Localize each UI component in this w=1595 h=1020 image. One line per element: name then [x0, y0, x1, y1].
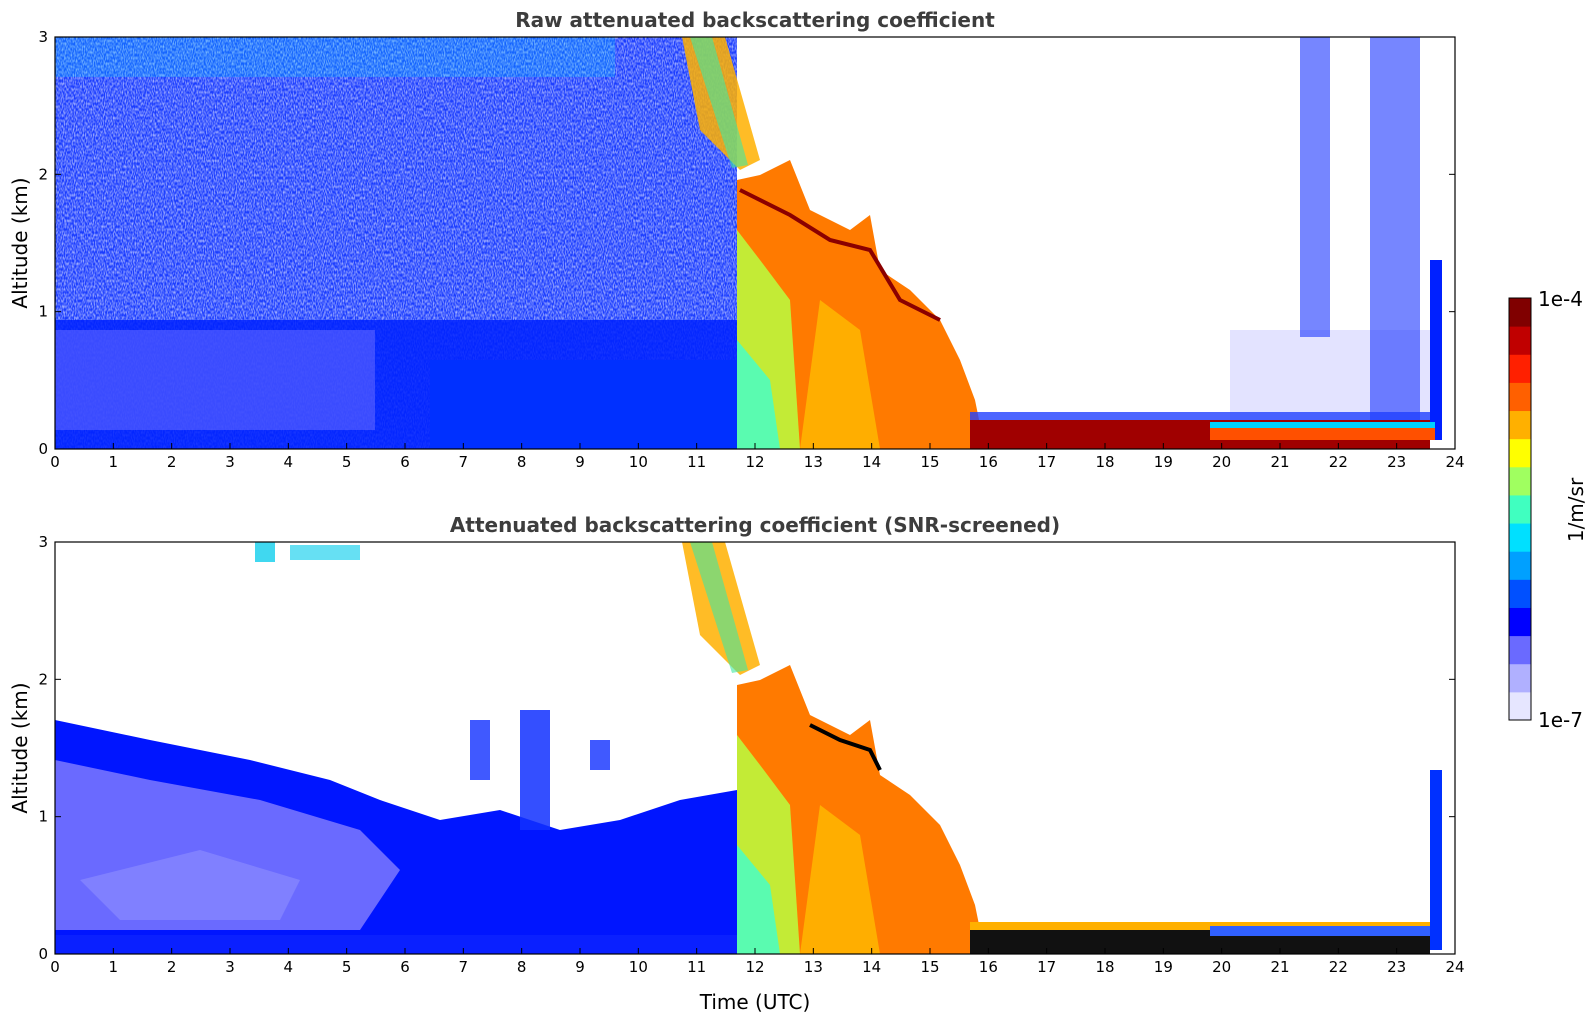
panel-2-y-label: Altitude (km) — [8, 682, 32, 813]
panel-2-x-tick-label: 23 — [1387, 958, 1406, 976]
panel-1-y-label: Altitude (km) — [8, 177, 32, 308]
panel-2-x-tick-label: 8 — [517, 958, 527, 976]
panel-1-y-tick-label: 0 — [38, 440, 48, 458]
colorbar-band — [1509, 382, 1531, 412]
panel-1-x-tick-label: 24 — [1445, 453, 1464, 471]
panel-1-y-tick-label: 2 — [38, 165, 48, 183]
colorbar-min-label: 1e-7 — [1538, 708, 1583, 732]
panel-2-x-tick-label: 6 — [400, 958, 410, 976]
panel-2-x-tick-label: 24 — [1445, 958, 1464, 976]
colorbar-band — [1509, 466, 1531, 496]
colorbar-band — [1509, 326, 1531, 355]
colorbar-band — [1509, 635, 1531, 665]
panel-2-x-tick-label: 4 — [284, 958, 294, 976]
panel-2-x-tick-label: 16 — [979, 958, 998, 976]
panel-1-x-tick-label: 17 — [1037, 453, 1056, 471]
colorbar-band — [1509, 691, 1531, 721]
panel-1-y-tick-label: 3 — [38, 28, 48, 46]
panel-1-x-tick-label: 14 — [862, 453, 881, 471]
panel-2-x-axis: 0 1 2 3 4 5 6 7 8 9 10 11 12 13 14 15 16 17 18 19 20 21 22 23 24 — [50, 948, 1465, 976]
panel-1-x-tick-label: 11 — [687, 453, 706, 471]
panel-1-x-tick-label: 15 — [920, 453, 939, 471]
colorbar-band — [1509, 663, 1531, 693]
panel-raw: Raw attenuated backscattering coefficien… — [8, 8, 1465, 471]
colorbar-band — [1509, 523, 1531, 552]
heatmap-raw — [55, 37, 1455, 449]
panel-1-x-tick-label: 8 — [517, 453, 527, 471]
colorbar-band — [1509, 607, 1531, 637]
panel-2-y-tick-label: 0 — [38, 945, 48, 963]
panel-2-x-tick-label: 9 — [575, 958, 585, 976]
panel-1-x-tick-label: 12 — [745, 453, 764, 471]
panel-2-x-tick-label: 21 — [1270, 958, 1289, 976]
panel-2-x-tick-label: 22 — [1329, 958, 1348, 976]
colorbar-band — [1509, 354, 1531, 383]
region-thick-cloud-screened — [737, 665, 985, 954]
colorbar-band — [1509, 579, 1531, 608]
colorbar: 1e-4 1e-7 1/m/sr — [1508, 287, 1588, 732]
panel-1-x-tick-label: 4 — [284, 453, 294, 471]
panel-1-y-tick-label: 1 — [38, 303, 48, 321]
panel-2-y-axis: 0 1 2 3 — [38, 533, 1455, 963]
panel-2-y-tick-label: 1 — [38, 808, 48, 826]
panel-2-x-tick-label: 0 — [50, 958, 60, 976]
panel-2-x-tick-label: 12 — [745, 958, 764, 976]
panel-1-x-tick-label: 6 — [400, 453, 410, 471]
panel-screened: Attenuated backscattering coefficient (S… — [8, 513, 1465, 1014]
colorbar-unit-label: 1/m/sr — [1564, 477, 1588, 542]
panel-2-x-tick-label: 17 — [1037, 958, 1056, 976]
panel-1-x-tick-label: 13 — [804, 453, 823, 471]
panel-1-x-tick-label: 7 — [459, 453, 469, 471]
panel-2-x-tick-label: 1 — [109, 958, 119, 976]
panel-1-x-tick-label: 5 — [342, 453, 352, 471]
panel-1-x-axis: 0 1 2 3 4 5 6 7 8 9 10 11 12 13 14 15 16 17 18 19 20 21 22 23 24 — [50, 443, 1465, 471]
panel-1-x-tick-label: 1 — [109, 453, 119, 471]
colorbar-band — [1509, 298, 1531, 327]
panel-1-x-tick-label: 22 — [1329, 453, 1348, 471]
panel-2-x-tick-label: 7 — [459, 958, 469, 976]
panel-2-x-tick-label: 19 — [1154, 958, 1173, 976]
panel-2-x-tick-label: 11 — [687, 958, 706, 976]
panel-2-x-tick-label: 13 — [804, 958, 823, 976]
panel-1-x-tick-label: 23 — [1387, 453, 1406, 471]
panel-2-x-tick-label: 5 — [342, 958, 352, 976]
panel-2-x-tick-label: 15 — [920, 958, 939, 976]
panel-2-y-tick-label: 3 — [38, 533, 48, 551]
panel-1-title: Raw attenuated backscattering coefficien… — [515, 8, 995, 32]
colorbar-band — [1509, 494, 1531, 524]
panel-1-x-tick-label: 20 — [1212, 453, 1231, 471]
colorbar-frame — [1508, 297, 1532, 721]
region-thick-cloud — [737, 160, 985, 449]
x-axis-label: Time (UTC) — [699, 990, 811, 1014]
panel-1-y-axis: 0 1 2 3 — [38, 28, 1455, 458]
panel-1-x-tick-label: 21 — [1270, 453, 1289, 471]
colorbar-band — [1509, 410, 1531, 440]
panel-2-y-tick-label: 2 — [38, 670, 48, 688]
panel-2-x-tick-label: 2 — [167, 958, 177, 976]
panel-2-title: Attenuated backscattering coefficient (S… — [450, 513, 1060, 537]
panel-1-x-tick-label: 19 — [1154, 453, 1173, 471]
colorbar-band — [1509, 438, 1531, 468]
panel-1-x-tick-label: 0 — [50, 453, 60, 471]
colorbar-band — [1509, 551, 1531, 580]
panel-1-x-tick-label: 3 — [225, 453, 235, 471]
panel-1-x-tick-label: 9 — [575, 453, 585, 471]
panel-2-x-tick-label: 20 — [1212, 958, 1231, 976]
panel-2-x-tick-label: 3 — [225, 958, 235, 976]
panel-1-x-tick-label: 18 — [1095, 453, 1114, 471]
panel-1-x-tick-label: 2 — [167, 453, 177, 471]
heatmap-screened — [55, 542, 1455, 954]
panel-1-x-tick-label: 10 — [629, 453, 648, 471]
panel-2-x-tick-label: 18 — [1095, 958, 1114, 976]
colorbar-scale — [1509, 298, 1531, 721]
panel-1-x-tick-label: 16 — [979, 453, 998, 471]
panel-2-x-tick-label: 14 — [862, 958, 881, 976]
colorbar-max-label: 1e-4 — [1538, 287, 1583, 311]
panel-2-x-tick-label: 10 — [629, 958, 648, 976]
